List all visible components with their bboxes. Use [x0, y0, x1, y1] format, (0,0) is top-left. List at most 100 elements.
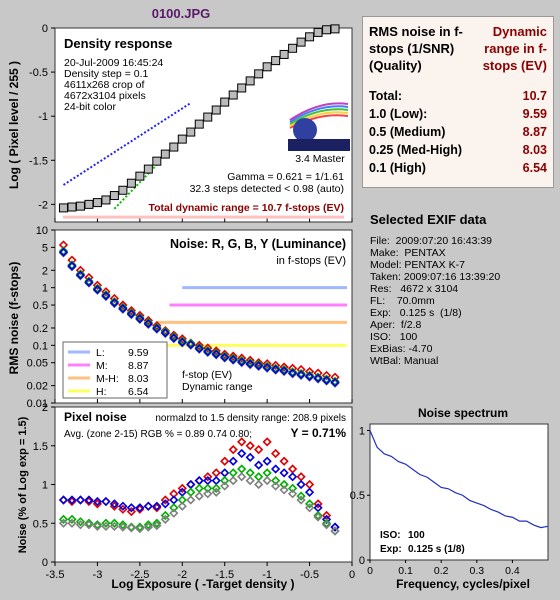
- density-step-marker: [313, 27, 323, 37]
- density-title: Density response: [64, 36, 172, 51]
- pixel-noise-point-y: [135, 524, 145, 534]
- exif-line: Taken: 2009:07:16 13:39:20: [370, 271, 501, 283]
- fstop-noise-point-b: [169, 333, 179, 343]
- fstop-noise-point-b: [228, 354, 238, 365]
- pixel-y-tick-label: 2: [42, 402, 48, 414]
- fstop-noise-point-g: [279, 365, 289, 375]
- pixel-noise-point-r: [220, 456, 230, 466]
- fstop-noise-point-g: [287, 367, 298, 377]
- rms-row-label: 0.5 (Medium): [369, 125, 446, 139]
- pixel-noise-point-r: [160, 495, 170, 505]
- density-y-tick-label: -1.5: [29, 155, 48, 167]
- pixel-noise-point-g: [203, 483, 213, 494]
- pixel-noise-point-y: [58, 518, 69, 528]
- density-step-marker: [245, 76, 255, 86]
- fstop-noise-point-b: [304, 371, 315, 382]
- fstop-noise-point-g: [262, 361, 272, 371]
- pixel-noise-point-b: [254, 460, 264, 470]
- pixel-noise-point-g: [169, 503, 179, 513]
- pixel-noise-point-b: [287, 472, 298, 482]
- density-step-marker: [194, 119, 204, 129]
- fstop-noise-point-r: [118, 300, 128, 310]
- density-step-marker: [279, 49, 289, 59]
- fstop-noise-point-b: [287, 368, 298, 378]
- pixel-noise-point-g: [279, 479, 289, 490]
- logo-stripe: [289, 102, 349, 121]
- fstop-noise-point-r: [92, 280, 103, 290]
- exif-line: ISO: 100: [370, 331, 418, 343]
- rms-row-label: Total:: [369, 89, 403, 103]
- fstop-legend-label: M:: [96, 360, 108, 372]
- fstop-noise-point-g: [75, 269, 86, 279]
- pixel-noise-point-y: [92, 521, 103, 531]
- fstop-noise-point-b: [330, 377, 340, 388]
- pixel-noise-point-b: [101, 496, 111, 507]
- fstop-noise-point-b: [160, 328, 170, 338]
- density-step-marker: [254, 69, 264, 79]
- fstop-noise-point-b: [186, 339, 196, 350]
- pixel-x-tick-label: -2: [177, 569, 187, 581]
- fstop-y-tick-label: 0.05: [27, 358, 48, 370]
- pixel-noise-point-r: [279, 456, 289, 466]
- fstop-noise-point-b: [254, 361, 264, 371]
- pixel-noise-point-b: [228, 456, 238, 466]
- pixel-noise-point-b: [109, 499, 120, 509]
- fstop-noise-point-g: [84, 276, 94, 286]
- pixel-noise-point-g: [75, 517, 86, 527]
- pixel-noise-point-g: [118, 520, 128, 530]
- fstop-noise-point-b: [220, 352, 230, 363]
- rms-row-total: Total: 10.7: [369, 89, 547, 107]
- fstop-noise-point-r: [126, 305, 137, 316]
- pixel-noise-point-y: [211, 487, 221, 497]
- fstop-noise-point-r: [135, 310, 145, 321]
- pixel-noise-point-y: [321, 520, 332, 530]
- pixel-noise-point-r: [254, 444, 264, 455]
- logo-stripe: [289, 105, 349, 123]
- pixel-noise-point-g: [160, 510, 170, 521]
- fstop-noise-point-g: [177, 336, 187, 346]
- density-step-marker: [186, 127, 196, 137]
- fstop-y-tick-label: 0.01: [27, 398, 48, 410]
- fstop-noise-point-g: [228, 353, 238, 364]
- fstop-noise-point-b: [262, 362, 272, 373]
- pixel-y-luminance-text: Y = 0.71%: [291, 426, 347, 440]
- pixel-noise-point-g: [152, 518, 162, 528]
- spectrum-y-tick-label: 0: [359, 555, 365, 567]
- pixel-noise-point-y: [169, 508, 179, 518]
- pixel-noise-point-y: [287, 489, 298, 499]
- spectrum-iso-value: 100: [408, 530, 425, 541]
- fstop-noise-point-g: [186, 338, 196, 349]
- pixel-noise-point-y: [262, 475, 272, 486]
- spectrum-title: Noise spectrum: [418, 406, 508, 420]
- fstop-y-tick-label: 5: [42, 242, 48, 254]
- fstop-note-1: f-stop (EV): [182, 369, 232, 381]
- fstop-y-axis-label: RMS noise (f-stops): [7, 262, 21, 375]
- pixel-noise-point-g: [220, 475, 230, 486]
- fstop-subtitle: in f-stops (EV): [276, 255, 346, 267]
- fstop-noise-point-g: [152, 322, 162, 332]
- fstop-title: Noise: R, G, B, Y (Luminance): [170, 237, 346, 251]
- pixel-noise-point-g: [135, 522, 145, 532]
- rms-noise-table: RMS noise in f-stops (1/SNR) (Quality) D…: [362, 16, 554, 188]
- fstop-y-tick-label: 1: [42, 283, 48, 295]
- pixel-noise-point-g: [296, 491, 306, 501]
- pixel-noise-point-y: [313, 512, 323, 522]
- fstop-noise-point-g: [169, 332, 179, 342]
- exif-line: Aper: f/2.8: [370, 319, 422, 331]
- pixel-noise-point-b: [84, 495, 94, 505]
- rms-row-label: 1.0 (Low):: [369, 107, 428, 121]
- density-y-tick-label: -0.5: [29, 67, 48, 79]
- fstop-noise-point-b: [126, 309, 137, 319]
- fstop-legend-value: 9.59: [128, 347, 149, 359]
- pixel-noise-point-y: [143, 522, 153, 532]
- pixel-noise-point-b: [304, 487, 315, 497]
- fstop-noise-point-b: [101, 291, 111, 301]
- pixel-noise-point-y: [177, 501, 187, 511]
- pixel-noise-point-r: [313, 499, 323, 509]
- pixel-noise-point-y: [152, 520, 162, 531]
- fstop-noise-point-b: [109, 298, 120, 308]
- density-step-marker: [288, 43, 298, 53]
- pixel-noise-point-r: [228, 444, 238, 455]
- pixel-noise-point-b: [330, 522, 340, 532]
- fstop-y-tick-label: 0.02: [27, 381, 48, 393]
